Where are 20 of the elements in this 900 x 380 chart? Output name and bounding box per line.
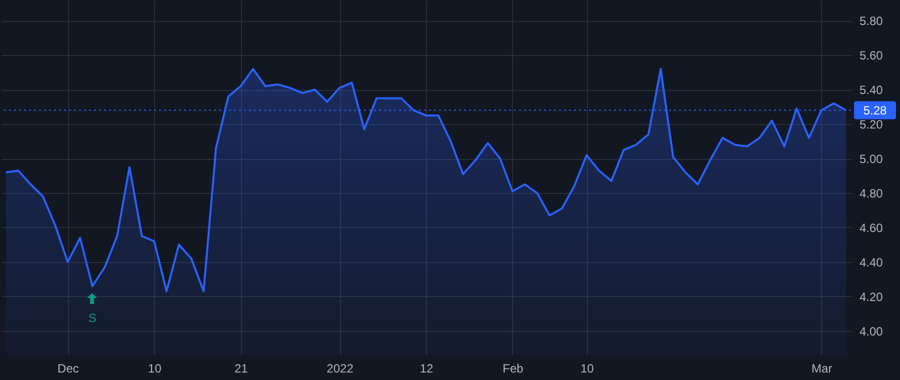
x-tick-label: 2022 [326, 362, 354, 376]
annotation: S [88, 311, 96, 326]
x-tick-label: 10 [580, 362, 594, 376]
ref-line-label: 5.28 [863, 103, 887, 118]
y-tick-label: 5.80 [860, 14, 884, 28]
x-tick-label: Dec [58, 362, 79, 376]
y-tick-label: 5.00 [860, 152, 884, 166]
y-tick-label: 5.20 [860, 118, 884, 132]
x-tick-label: Feb [502, 362, 524, 376]
y-tick-label: 4.40 [860, 255, 884, 270]
x-tick-label: Mar [812, 362, 832, 376]
x-tick-label: 21 [234, 362, 248, 376]
y-tick-label: 4.60 [860, 220, 884, 235]
y-tick-label: 5.60 [860, 48, 884, 63]
y-tick-label: 4.00 [860, 324, 884, 338]
y-tick-label: 5.40 [860, 83, 884, 98]
x-tick-label: 10 [148, 362, 162, 376]
y-tick-label: 4.20 [860, 290, 884, 304]
x-tick-label: 12 [420, 362, 434, 376]
y-tick-label: 4.80 [860, 186, 884, 201]
